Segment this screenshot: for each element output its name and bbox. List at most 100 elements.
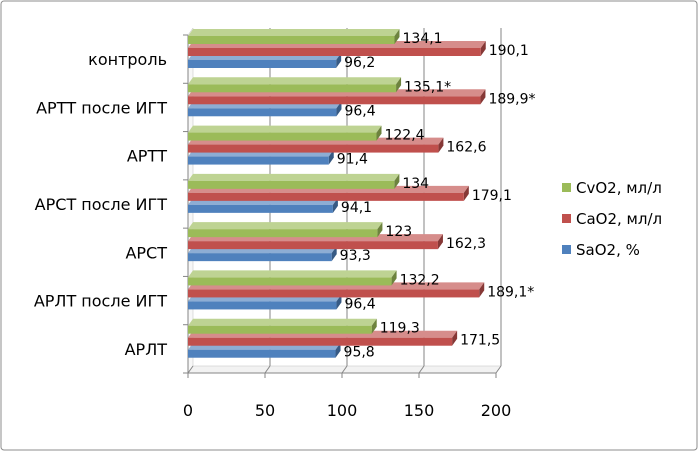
bar [188,77,402,93]
bar [188,270,397,286]
data-label: 91,4 [337,152,368,168]
bar-top [188,270,397,278]
legend-swatch [562,214,571,223]
bar-front [188,36,395,44]
bar-front [188,156,329,165]
bar-front [188,301,337,310]
bar-top [188,173,400,181]
data-label: 189,9* [488,91,535,107]
bar-top [188,318,377,326]
data-label: 162,3 [446,236,486,252]
bar [188,318,377,334]
data-label: 94,1 [341,200,372,216]
data-label: 134 [402,176,429,192]
bar-end [336,294,342,310]
bar-end [331,246,337,262]
bar-front [188,48,481,56]
bar-end [371,318,377,334]
data-label: 179,1 [472,188,512,204]
gridline-floor [341,365,348,374]
category-label: контроль [88,50,167,69]
bar-end [336,101,342,117]
data-label: 162,6 [446,140,486,156]
bar-front [188,337,453,346]
legend-label: CaO2, мл/л [576,210,662,228]
bar-top [188,29,400,36]
gridline-floor [264,365,271,374]
category-label: АРЛТ после ИГТ [34,292,167,311]
legend-label: CvO2, мл/л [576,179,662,197]
gridline-floor [418,365,425,374]
bar-end [437,234,443,250]
data-label: 122,4 [384,128,424,144]
bar-end [480,89,486,105]
bar-front [188,204,333,213]
data-label: 171,5 [460,333,500,349]
bar-end [335,342,341,358]
legend-label: SaO2, % [576,241,640,259]
bar-front [188,84,397,93]
bar-front [188,289,480,298]
bar-end [452,330,458,346]
bar-end [336,53,342,68]
bar-end [394,29,400,44]
value-tick-label: 100 [327,401,358,420]
gridline-floor [495,365,502,374]
bar-front [188,132,377,141]
value-tick-label: 150 [404,401,435,420]
bar-front [188,144,439,153]
data-label: 189,1* [487,284,534,300]
data-label: 95,8 [344,345,375,361]
bar [188,222,383,238]
bar-end [328,149,334,165]
bar [188,125,382,141]
bar-top [188,77,402,85]
value-tick-label: 50 [255,401,275,420]
category-label: АРТТ после ИГТ [36,98,167,117]
legend-swatch [562,245,571,254]
bar-front [188,192,464,201]
bar-top [188,125,382,133]
bar-end [376,125,382,141]
bar [188,173,400,189]
bar-front [188,253,332,262]
bar-front [188,349,336,358]
data-label: 135,1* [404,79,451,95]
bar [188,29,400,44]
bar-front [188,325,372,334]
data-label: 132,2 [400,272,440,288]
bar-front [188,108,337,117]
value-tick-label: 200 [481,401,512,420]
bar-end [377,222,383,238]
bar-front [188,96,481,105]
bar-end [463,185,469,201]
category-label: АРТТ [127,147,167,166]
data-label: 96,4 [344,103,375,119]
legend-swatch [562,183,571,192]
bar-front [188,180,395,189]
gridline-floor [187,365,194,374]
bar-front [188,60,337,68]
data-label: 134,1 [403,31,443,47]
data-label: 93,3 [340,248,371,264]
data-label: 96,4 [344,296,375,312]
data-label: 123 [385,224,412,240]
bar-end [391,270,397,286]
bar-end [396,77,402,93]
bar-front [188,277,392,286]
value-tick-label: 0 [183,401,193,420]
bar-front [188,229,378,238]
category-label: АРСТ [125,243,167,262]
bar-end [332,197,338,213]
bar-end [480,41,486,56]
category-label: АРСТ после ИГТ [35,195,168,214]
bar-end [479,282,485,298]
data-label: 190,1 [489,43,529,59]
bar-end [394,173,400,189]
category-label: АРЛТ [125,340,168,359]
data-label: 96,2 [344,55,375,71]
bar-front [188,241,438,250]
data-label: 119,3 [380,321,420,337]
